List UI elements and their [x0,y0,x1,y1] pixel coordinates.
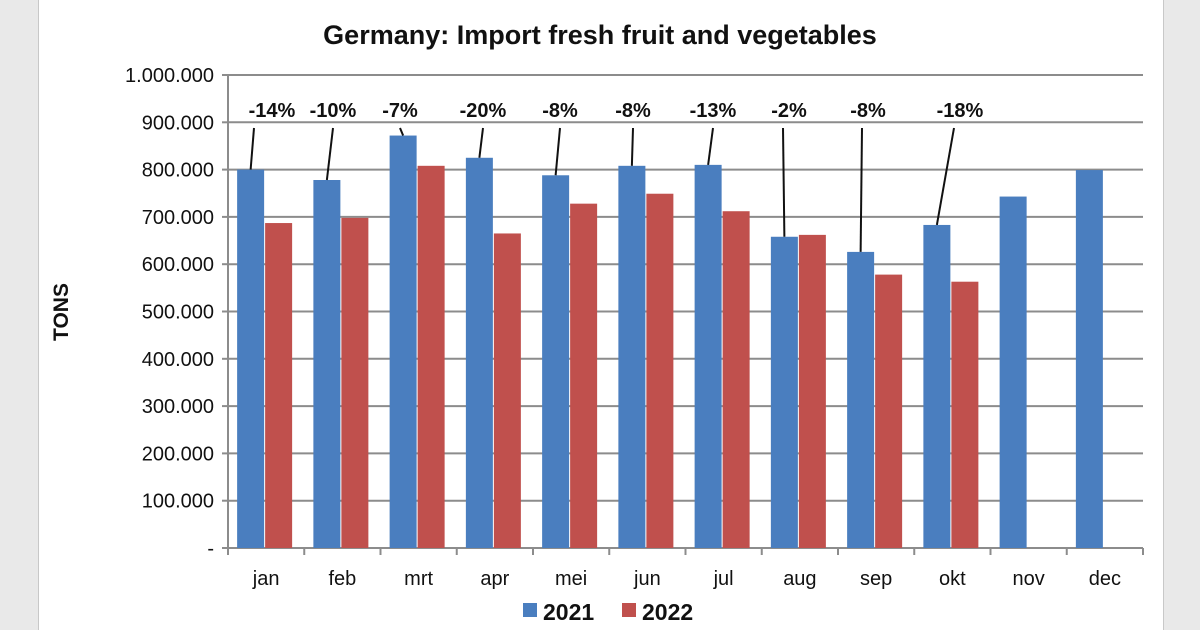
bar-2021-dec [1075,170,1103,548]
x-tick-label: feb [328,568,356,590]
bar-2021-nov [999,196,1027,548]
annotation-label: -13% [690,100,737,122]
x-tick-label: mei [555,568,587,590]
y-tick-label: 1.000.000 [125,65,214,87]
y-tick-label: 900.000 [142,112,214,134]
bar-2021-apr [465,157,493,548]
annotation-leader-line [859,127,863,252]
annotation-label: -8% [615,100,651,122]
bar-2022-jan [265,223,293,548]
bar-2022-sep [875,274,903,548]
bar-2021-feb [313,180,341,549]
y-tick-label: 500.000 [142,302,214,324]
y-tick-label: 700.000 [142,207,214,229]
annotation-leader-line [707,127,714,166]
bar-2022-mei [570,203,598,548]
bar-2021-aug [770,236,798,549]
y-tick-label: 600.000 [142,254,214,276]
bar-2021-jan [237,169,265,548]
x-tick-label: nov [1013,568,1045,590]
y-tick-label: - [207,538,214,560]
annotation-label: -14% [249,100,296,122]
x-tick-label: jun [633,568,661,590]
chart-title-text: Germany: Import fresh fruit and vegetabl… [323,20,877,50]
bar-2022-mrt [417,165,445,549]
y-axis-label: TONS [50,283,73,341]
annotation-leader-line [478,127,484,158]
bar-2022-okt [951,281,979,548]
legend-swatch-2022 [622,603,636,617]
bar-2022-aug [798,234,826,548]
annotation-leader-line [399,127,405,136]
bar-2021-jul [694,164,722,548]
x-tick-label: mrt [404,568,433,590]
annotation-label: -7% [382,100,418,122]
annotation-leader-line [249,127,255,170]
bar-2022-apr [493,233,521,548]
x-tick-label: jul [713,568,734,590]
x-tick-label: jan [252,568,280,590]
legend-swatch-2021 [523,603,537,617]
x-tick-label: dec [1089,568,1121,590]
bar-2021-jun [618,165,646,549]
annotation-leader-line [325,127,334,181]
annotation-label: -8% [850,100,886,122]
annotation-label: -20% [460,100,507,122]
annotation-leader-line [554,127,561,176]
bar-2021-mrt [389,135,417,548]
bar-2022-feb [341,217,369,548]
y-tick-label: 200.000 [142,443,214,465]
x-tick-label: apr [480,568,509,590]
x-tick-label: aug [783,568,816,590]
annotation-label: -18% [937,100,984,122]
y-tick-label: 400.000 [142,349,214,371]
annotation-leader-line [935,127,955,226]
bar-2021-okt [923,224,951,549]
y-tick-label: 100.000 [142,491,214,513]
x-tick-label: sep [860,568,892,590]
annotation-leader-line [630,127,634,166]
y-tick-label: 300.000 [142,396,214,418]
legend-label: 2022 [642,599,693,625]
bar-2021-mei [542,175,570,548]
annotation-label: -2% [771,100,807,122]
bar-2022-jul [722,211,750,548]
y-tick-label: 800.000 [142,160,214,182]
annotation-leader-line [782,127,786,237]
annotation-label: -8% [542,100,578,122]
annotation-label: -10% [310,100,357,122]
bar-2022-jun [646,193,674,548]
chart-title: Germany: Import fresh fruit and vegetabl… [0,20,1200,51]
legend-label: 2021 [543,599,594,625]
bar-2021-sep [847,251,875,549]
x-tick-label: okt [939,568,966,590]
